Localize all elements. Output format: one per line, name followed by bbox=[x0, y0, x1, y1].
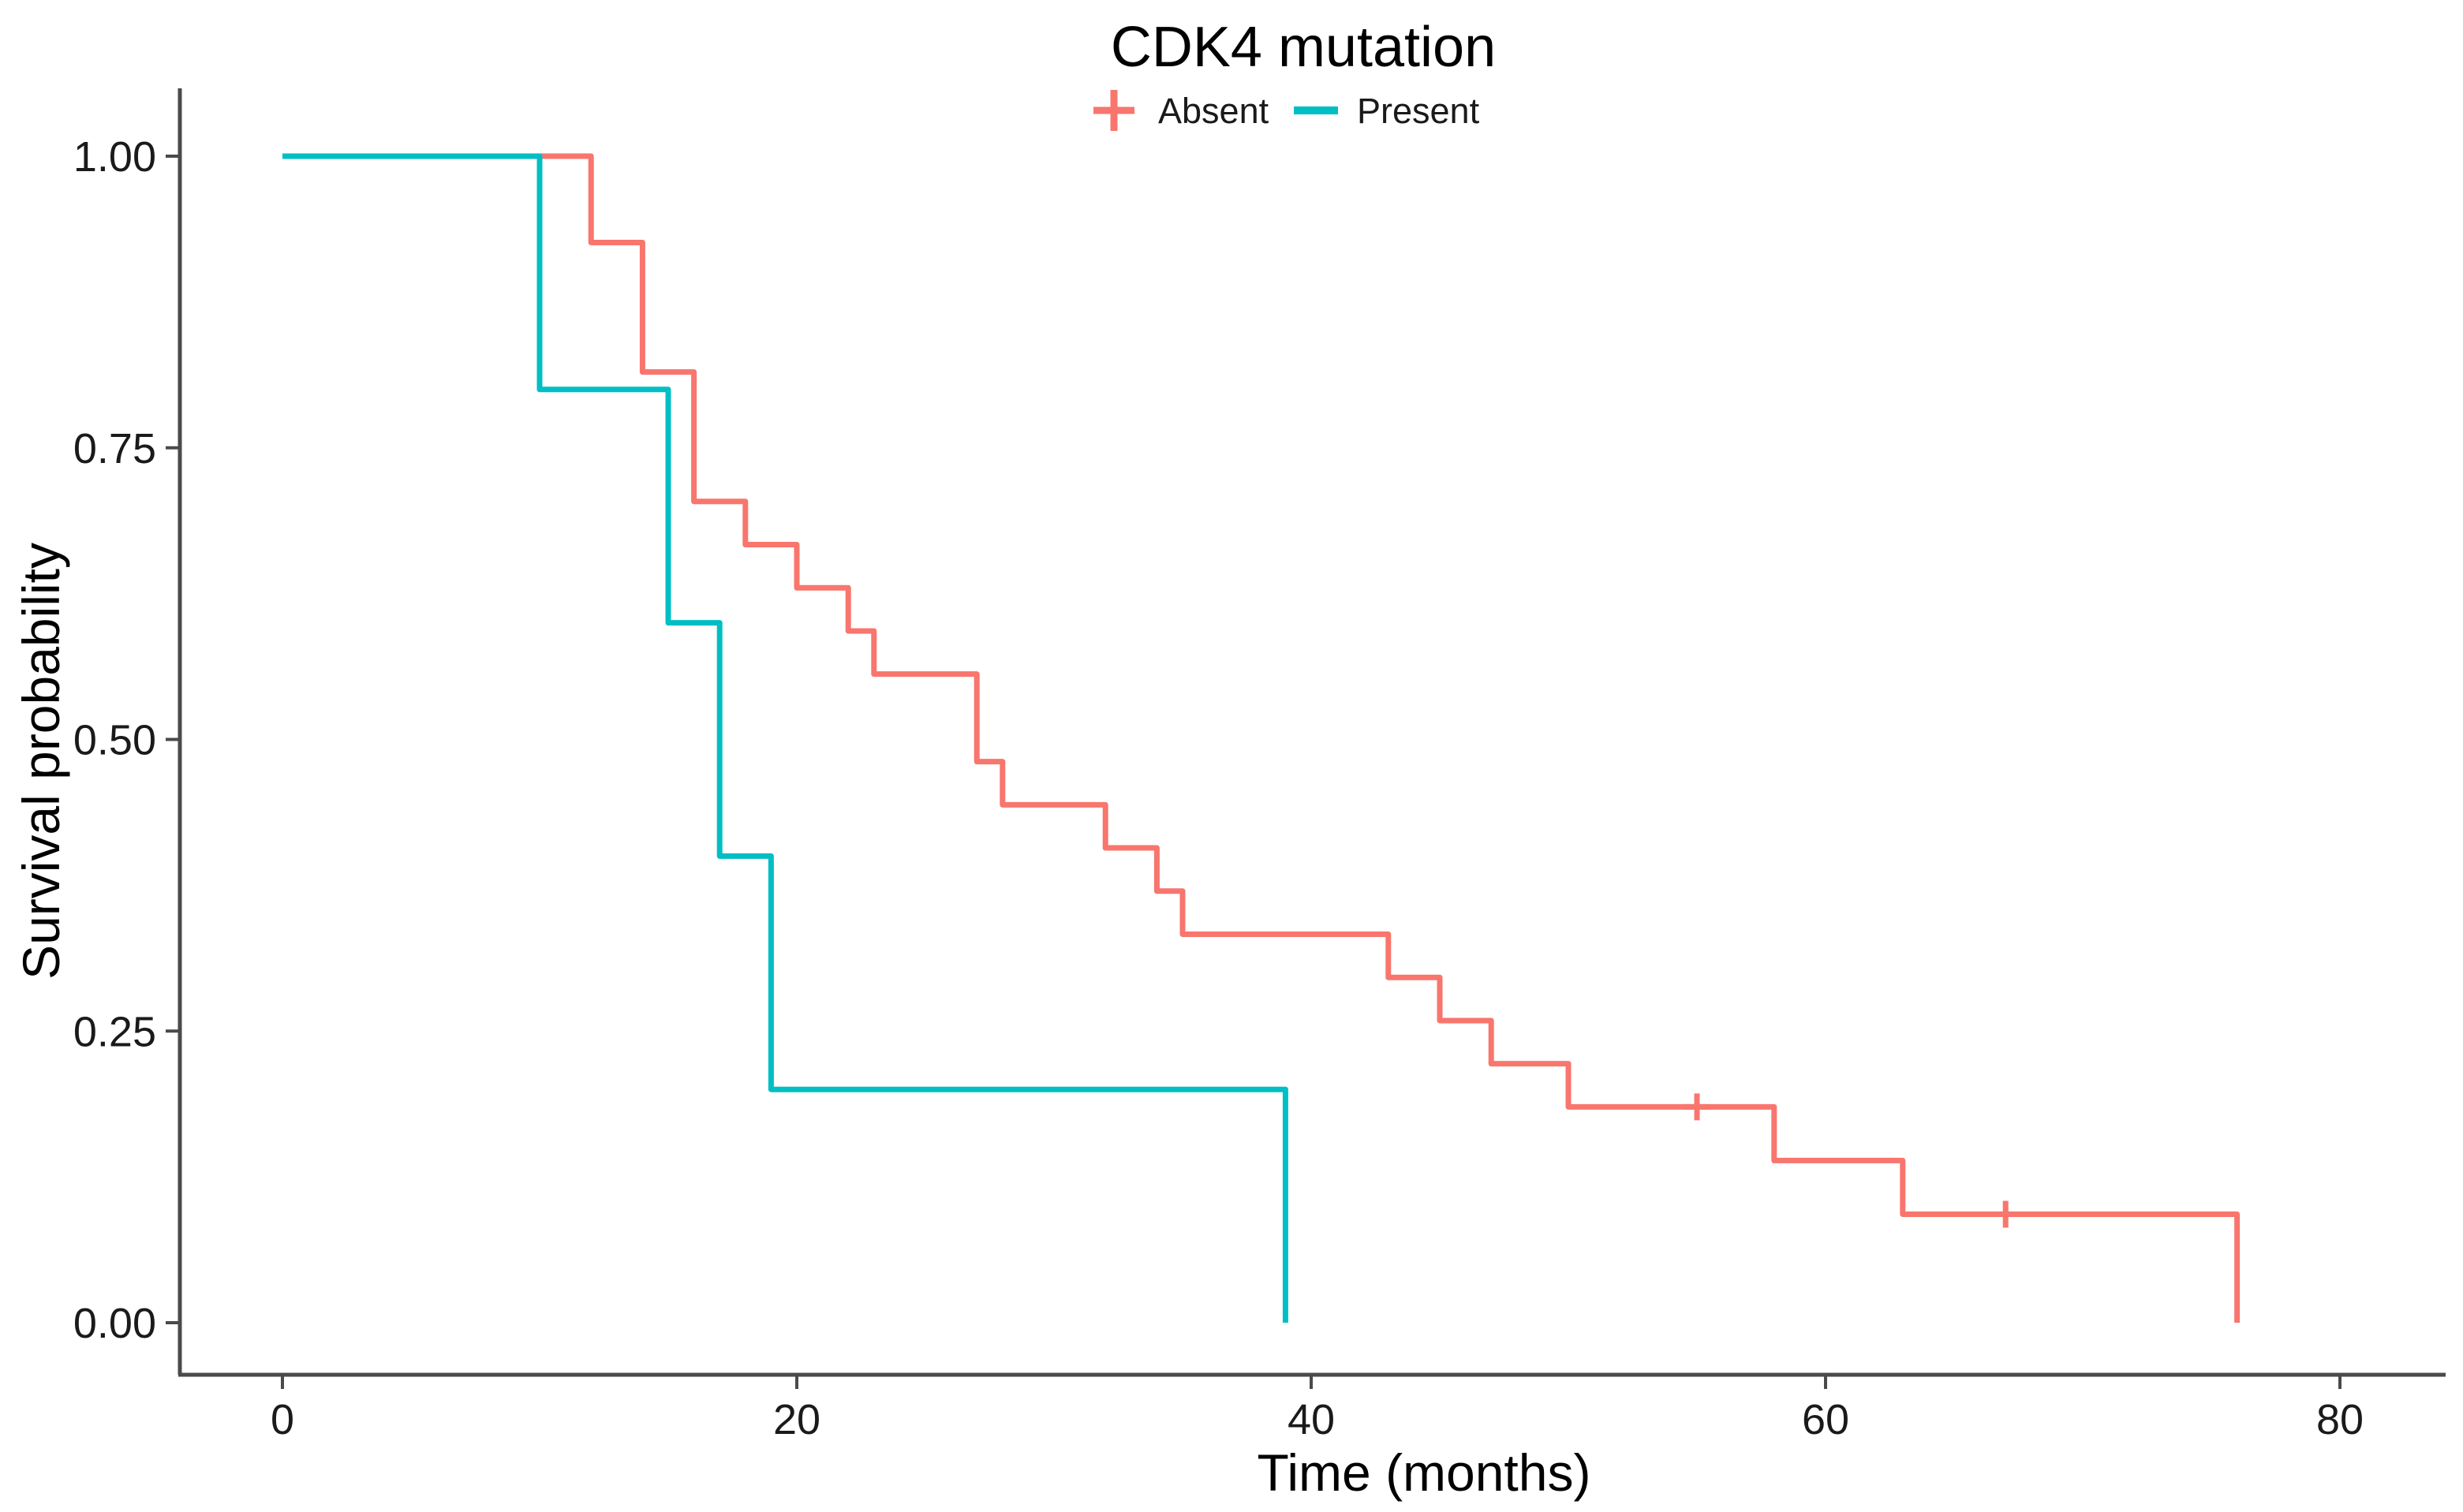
chart-title: CDK4 mutation bbox=[1111, 16, 1496, 79]
km-curves bbox=[282, 153, 2241, 1323]
axis-ticks: 0.00 0.25 0.50 0.75 1.00 0 20 40 60 80 bbox=[73, 133, 2364, 1443]
y-tick-label: 0.75 bbox=[73, 425, 156, 472]
y-tick-label: 0.50 bbox=[73, 717, 156, 764]
legend-item-absent: Absent bbox=[1093, 90, 1269, 131]
legend: Absent Present bbox=[1093, 90, 1480, 131]
legend-label-absent: Absent bbox=[1158, 91, 1269, 131]
legend-label-present: Present bbox=[1357, 91, 1480, 131]
x-tick-label: 80 bbox=[2316, 1396, 2364, 1443]
km-curve-absent bbox=[282, 153, 2241, 1323]
y-axis-label: Survival probability bbox=[12, 543, 70, 980]
x-tick-label: 40 bbox=[1288, 1396, 1335, 1443]
plus-icon bbox=[1093, 90, 1134, 131]
y-tick-label: 1.00 bbox=[73, 133, 156, 181]
legend-item-present: Present bbox=[1294, 91, 1480, 131]
km-curve-present bbox=[282, 153, 1288, 1323]
x-axis-label: Time (months) bbox=[1258, 1443, 1591, 1502]
x-tick-label: 20 bbox=[773, 1396, 820, 1443]
x-tick-label: 60 bbox=[1802, 1396, 1849, 1443]
censor-mark-absent bbox=[1684, 1093, 1710, 1121]
axes bbox=[178, 88, 2446, 1377]
y-tick-label: 0.00 bbox=[73, 1300, 156, 1347]
censor-mark-absent bbox=[1992, 1200, 2020, 1228]
y-tick-label: 0.25 bbox=[73, 1008, 156, 1055]
x-tick-label: 0 bbox=[271, 1396, 294, 1443]
